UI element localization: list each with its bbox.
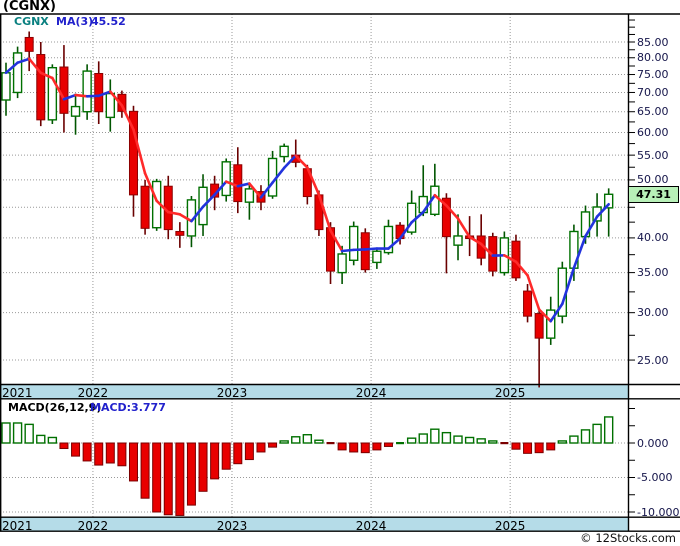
year-axis-label: 2022 <box>77 518 109 533</box>
year-axis-label: 2024 <box>355 518 387 533</box>
macd-histogram <box>1 416 614 516</box>
year-axis-label: 2023 <box>216 518 248 533</box>
price-axis-label: 50.00 <box>637 173 669 187</box>
legend-symbol: CGNX <box>14 15 49 28</box>
macd-axis-label: 0.000 <box>637 436 669 450</box>
year-axis-label: 2023 <box>216 386 248 400</box>
year-axis-label: 2021 <box>2 518 33 533</box>
legend-ma-label: MA(3) <box>56 15 94 28</box>
copyright-watermark: © 12Stocks.com <box>580 531 676 545</box>
macd-panel-label: MACD(26,12,9) <box>8 401 102 414</box>
macd-axis-label: -5.000 <box>637 471 673 484</box>
last-price-badge: 47.31 <box>628 186 679 204</box>
year-axis-label: 2025 <box>494 518 526 533</box>
price-axis-label: 65.00 <box>637 105 669 119</box>
year-band-backgrounds <box>0 385 628 531</box>
price-axis-label: 85.00 <box>637 35 669 49</box>
year-axis-label: 2021 <box>2 386 33 400</box>
page-title: (CGNX) <box>3 0 56 14</box>
year-axis-label: 2024 <box>355 386 387 400</box>
price-axis-label: 70.00 <box>637 85 669 99</box>
price-axis-label: 55.00 <box>637 148 669 162</box>
price-axis-label: 35.00 <box>637 266 669 280</box>
year-axis-label: 2022 <box>77 386 109 400</box>
macd-axis-label: -10.000 <box>637 505 680 519</box>
legend-ma-value: 45.52 <box>91 15 126 28</box>
ma3-line <box>4 57 610 323</box>
price-axis-label: 30.00 <box>637 306 669 320</box>
price-axis-label: 60.00 <box>637 126 669 140</box>
price-axis-label: 40.00 <box>637 231 669 245</box>
price-axis-label: 80.00 <box>637 51 669 65</box>
macd-current-value: MACD:3.777 <box>90 401 166 414</box>
year-axis-label: 2025 <box>494 386 526 400</box>
price-axis-label: 75.00 <box>637 68 669 82</box>
price-axis-label: 25.00 <box>637 353 669 367</box>
axis-ticks <box>628 19 635 513</box>
